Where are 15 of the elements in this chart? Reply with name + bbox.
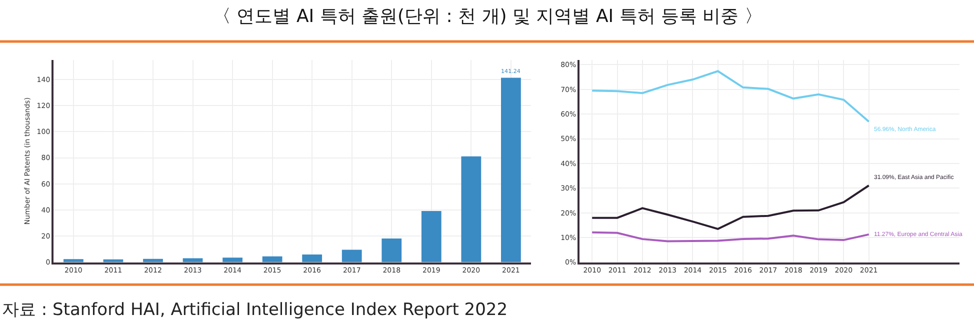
bar: [302, 254, 322, 262]
line-series: [591, 231, 870, 242]
line-series: [591, 70, 870, 123]
bar: [64, 259, 84, 262]
bar: [182, 258, 203, 262]
line-series: [591, 184, 870, 230]
bar: [461, 156, 482, 262]
bar: [421, 211, 442, 262]
bar: [222, 258, 242, 262]
bar: [342, 250, 362, 262]
bar: [501, 78, 521, 262]
chart-title: 〈 연도별 AI 특허 출원(단위 : 천 개) 및 지역별 AI 특허 등록 비중 〉: [213, 6, 762, 27]
bar: [262, 256, 282, 262]
text: 자료 : Stanford HAI, Artificial Intelligence Index Report 2022: [2, 300, 508, 320]
bar: [382, 238, 402, 262]
